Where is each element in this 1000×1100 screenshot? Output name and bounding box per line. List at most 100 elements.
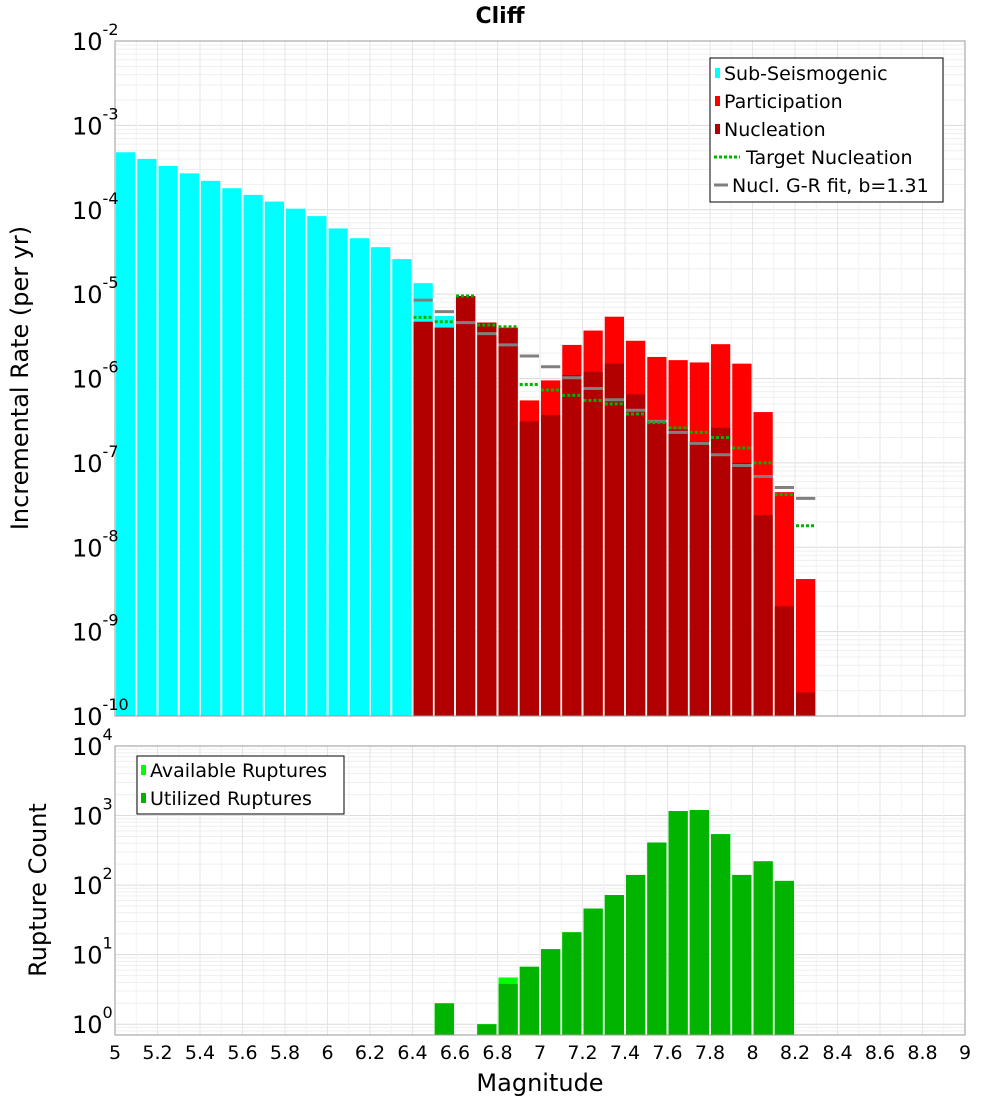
count-y-tick-labels: 100 101 102 103 104	[72, 725, 113, 1039]
count-y-tick-label: 104	[72, 725, 113, 761]
bar-nucleation	[668, 429, 688, 716]
x-tick-label: 8.4	[822, 1042, 852, 1064]
bar-utilized-ruptures	[626, 874, 646, 1035]
count-y-tick-label: 101	[72, 934, 113, 970]
bar-nucleation	[477, 322, 497, 716]
bar-nucleation	[626, 394, 646, 716]
rate-line-marks	[413, 294, 816, 528]
bar-sub-seismogenic	[371, 247, 391, 716]
bar-utilized-ruptures	[498, 983, 518, 1035]
bar-sub-seismogenic	[243, 194, 263, 716]
bar-utilized-ruptures	[519, 966, 539, 1035]
legend-label-gr-fit: Nucl. G-R fit, b=1.31	[732, 175, 929, 197]
bar-sub-seismogenic	[179, 173, 199, 716]
rate-y-tick-label: 10-6	[72, 358, 119, 394]
x-tick-label: 6.4	[397, 1042, 427, 1064]
x-tick-label: 8.2	[780, 1042, 810, 1064]
bar-utilized-ruptures	[434, 1003, 454, 1035]
bar-utilized-ruptures	[689, 810, 709, 1035]
bar-utilized-ruptures	[562, 932, 582, 1035]
x-tick-label: 5	[109, 1042, 121, 1064]
x-tick-label: 5.6	[227, 1042, 257, 1064]
x-tick-label: 7	[534, 1042, 546, 1064]
bar-nucleation	[774, 606, 794, 716]
bar-nucleation	[732, 462, 752, 716]
bar-utilized-ruptures	[732, 874, 752, 1035]
count-gridlines	[114, 746, 966, 1036]
x-tick-label: 6	[321, 1042, 333, 1064]
bar-utilized-ruptures	[583, 908, 603, 1035]
count-legend-box	[136, 755, 345, 815]
bar-sub-seismogenic	[349, 238, 369, 716]
rate-y-axis-title: Incremental Rate (per yr)	[6, 226, 34, 530]
count-y-tick-label: 100	[72, 1003, 113, 1039]
x-axis-title: Magnitude	[476, 1069, 603, 1097]
legend-swatch-participation	[715, 96, 720, 106]
bar-nucleation	[796, 692, 816, 716]
legend-swatch-nucleation	[715, 124, 720, 134]
count-y-tick-label: 102	[72, 864, 113, 900]
x-tick-label: 8	[746, 1042, 758, 1064]
rate-y-tick-label: 10-5	[72, 273, 119, 309]
legend-label-target-nucleation: Target Nucleation	[745, 147, 913, 169]
bar-nucleation	[456, 296, 476, 716]
bar-sub-seismogenic	[286, 208, 306, 716]
x-tick-label: 7.4	[610, 1042, 640, 1064]
count-bars	[434, 810, 794, 1035]
bar-utilized-ruptures	[753, 861, 773, 1035]
bar-sub-seismogenic	[201, 180, 221, 716]
x-tick-label: 7.2	[567, 1042, 597, 1064]
bar-utilized-ruptures	[477, 1024, 497, 1035]
bar-nucleation	[604, 363, 624, 716]
bar-nucleation	[753, 515, 773, 716]
bar-nucleation	[498, 327, 518, 716]
rate-bars	[116, 152, 816, 717]
rate-y-tick-label: 10-8	[72, 526, 119, 562]
bar-nucleation	[519, 421, 539, 716]
bar-utilized-ruptures	[668, 811, 688, 1035]
chart-title: Cliff	[475, 4, 525, 29]
bar-sub-seismogenic	[264, 201, 284, 716]
legend-swatch-sub-seismogenic	[715, 68, 720, 78]
bar-nucleation	[541, 414, 561, 716]
bar-sub-seismogenic	[158, 166, 178, 717]
bar-nucleation	[711, 427, 731, 716]
bar-nucleation	[647, 420, 667, 716]
bar-utilized-ruptures	[774, 880, 794, 1035]
bar-nucleation	[434, 327, 454, 716]
x-tick-labels: 5 5.2 5.4 5.6 5.8 6 6.2 6.4 6.6 6.8 7 7.2 7.4 7.6 7.8 8…	[109, 1042, 971, 1064]
x-tick-label: 5.4	[185, 1042, 215, 1064]
bar-utilized-ruptures	[711, 834, 731, 1035]
x-tick-label: 5.2	[142, 1042, 172, 1064]
rate-y-tick-label: 10-2	[72, 20, 119, 56]
count-panel: 100 101 102 103 104 5 5.2 5.4 5.6 5.8 6 6.2 6.4 6.6 6…	[24, 725, 971, 1097]
legend-label-utilized-ruptures: Utilized Ruptures	[150, 788, 312, 810]
bar-sub-seismogenic	[116, 152, 136, 716]
legend-label-available-ruptures: Available Ruptures	[150, 760, 327, 782]
bar-utilized-ruptures	[541, 949, 561, 1035]
x-tick-label: 6.6	[440, 1042, 470, 1064]
rate-y-tick-label: 10-9	[72, 611, 119, 647]
x-tick-label: 5.8	[270, 1042, 300, 1064]
count-y-axis-title: Rupture Count	[24, 803, 52, 977]
rate-y-tick-label: 10-10	[72, 695, 129, 731]
bar-nucleation	[413, 321, 433, 716]
bar-sub-seismogenic	[328, 228, 348, 716]
bar-participation	[796, 579, 816, 716]
rate-y-tick-label: 10-7	[72, 442, 119, 478]
count-legend: Available Ruptures Utilized Ruptures	[136, 755, 345, 815]
bar-sub-seismogenic	[392, 259, 412, 716]
x-tick-label: 7.8	[695, 1042, 725, 1064]
rate-legend: Sub-Seismogenic Participation Nucleation…	[709, 57, 944, 203]
x-tick-label: 9	[959, 1042, 971, 1064]
bar-nucleation	[689, 441, 709, 716]
legend-label-nucleation: Nucleation	[724, 119, 826, 141]
x-tick-label: 8.8	[907, 1042, 937, 1064]
bar-sub-seismogenic	[137, 158, 157, 717]
rate-y-tick-labels: 10-10 10-9 10-8 10-7 10-6 10-5 10-4 10-3 10-2	[72, 20, 129, 731]
bar-nucleation	[562, 375, 582, 716]
count-y-tick-label: 103	[72, 795, 113, 831]
legend-swatch-available-ruptures	[141, 765, 146, 775]
bar-sub-seismogenic	[222, 188, 242, 717]
